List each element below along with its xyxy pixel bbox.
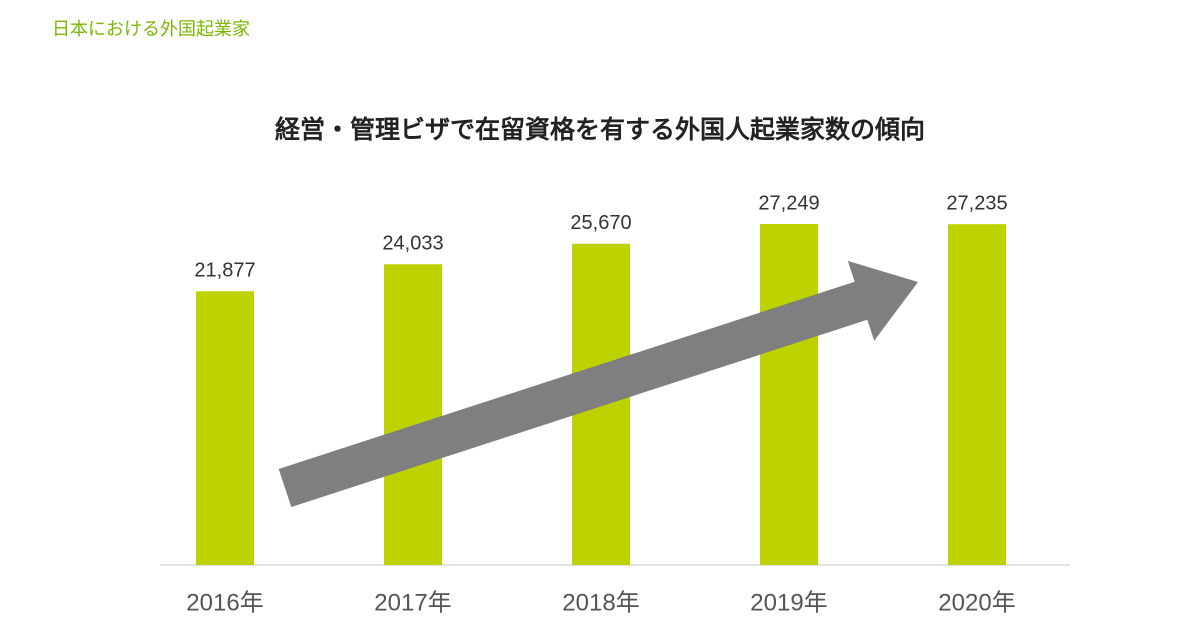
value-label: 21,877 — [194, 260, 255, 282]
x-tick-label: 2018年 — [562, 589, 639, 616]
page-header: 日本における外国起業家 — [52, 19, 250, 40]
bar — [384, 264, 442, 565]
value-label: 27,249 — [758, 192, 819, 214]
x-tick-label: 2016年 — [186, 589, 263, 616]
trend-arrow — [278, 260, 918, 507]
bar — [948, 224, 1006, 565]
bars — [196, 224, 1006, 565]
bar — [760, 224, 818, 565]
x-tick-label: 2020年 — [938, 589, 1015, 616]
value-label: 24,033 — [382, 233, 443, 255]
value-label: 27,235 — [946, 192, 1007, 214]
x-tick-label: 2019年 — [750, 589, 827, 616]
chart-title: 経営・管理ビザで在留資格を有する外国人起業家数の傾向 — [275, 115, 925, 144]
bar — [196, 291, 254, 565]
value-label: 25,670 — [570, 212, 631, 234]
x-tick-label: 2017年 — [374, 589, 451, 616]
